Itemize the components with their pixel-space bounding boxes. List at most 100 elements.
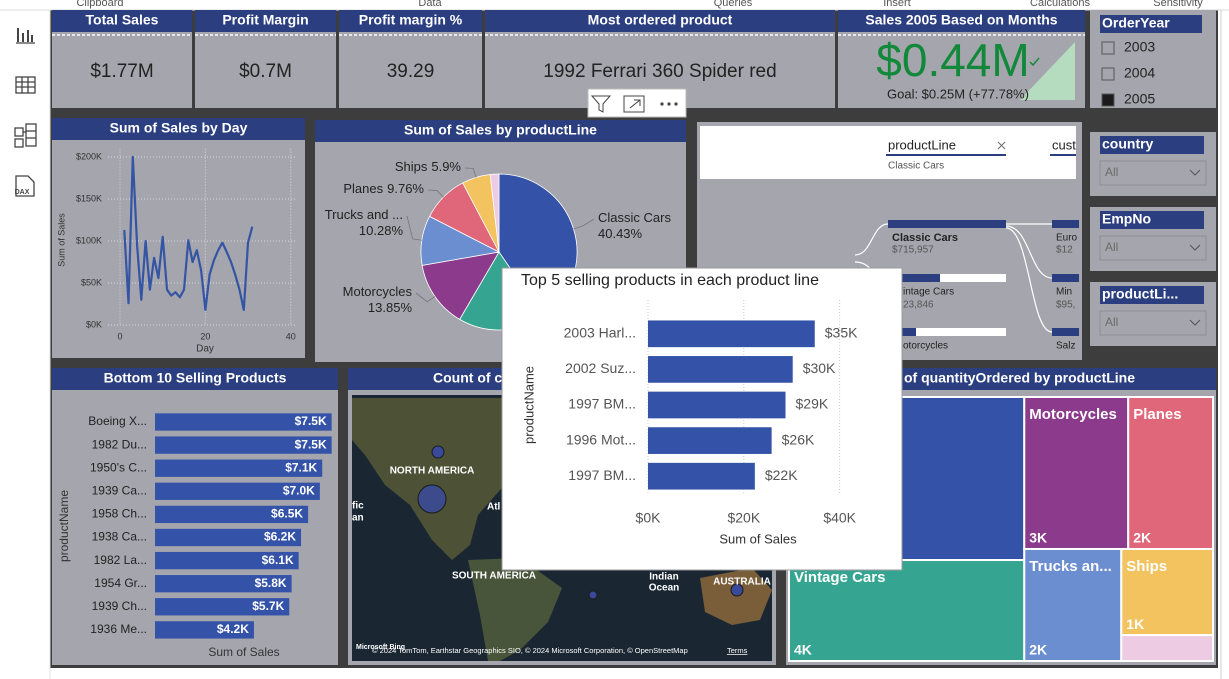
treemap-label: Planes bbox=[1133, 406, 1181, 423]
pie-label-name: Planes bbox=[343, 181, 383, 196]
treemap-tile[interactable] bbox=[1023, 396, 1130, 550]
decomp-node-label[interactable]: Min bbox=[1056, 287, 1072, 298]
decomp-level-header[interactable]: productLine bbox=[888, 137, 956, 152]
popup-title: Top 5 selling products in each product l… bbox=[521, 272, 819, 289]
treemap-tile[interactable] bbox=[1120, 634, 1215, 662]
slicer-option[interactable]: 2005 bbox=[1124, 91, 1155, 107]
decomp-node-bar[interactable] bbox=[888, 220, 1006, 228]
bar[interactable] bbox=[648, 391, 786, 419]
sidebar: DAX bbox=[14, 28, 37, 197]
treemap-tile[interactable] bbox=[788, 559, 1026, 663]
slicer-value: All bbox=[1105, 315, 1118, 329]
map-bubble[interactable] bbox=[431, 445, 445, 459]
map-label: SOUTH AMERICA bbox=[452, 571, 536, 582]
ribbon-group[interactable]: Calculations bbox=[1030, 0, 1090, 9]
bar[interactable] bbox=[155, 621, 254, 639]
bar[interactable] bbox=[648, 462, 755, 490]
pie-label-name: Trucks and ... bbox=[325, 207, 403, 222]
decomp-node-bar[interactable] bbox=[1052, 274, 1082, 282]
more-options-dot[interactable] bbox=[674, 102, 678, 106]
y-tick-label: 1950's C... bbox=[90, 460, 147, 474]
card-header bbox=[339, 10, 482, 32]
slicer-checkbox[interactable] bbox=[1101, 67, 1115, 81]
bar[interactable] bbox=[155, 436, 332, 454]
card-header bbox=[52, 368, 338, 390]
slicer-dropdown[interactable] bbox=[1099, 235, 1207, 261]
map-land bbox=[352, 398, 545, 560]
filter-icon[interactable] bbox=[590, 95, 612, 113]
bar[interactable] bbox=[155, 505, 309, 524]
report-view-icon[interactable] bbox=[16, 28, 35, 44]
treemap-tile[interactable] bbox=[1120, 547, 1215, 637]
card-header bbox=[315, 120, 686, 142]
map-terms[interactable]: Terms bbox=[727, 646, 748, 655]
bar[interactable] bbox=[155, 598, 290, 616]
decomp-node-label[interactable]: Salz bbox=[1056, 341, 1075, 352]
ribbon-group[interactable]: Queries bbox=[714, 0, 753, 9]
kpi-status-icon bbox=[1029, 57, 1040, 67]
decomp-node-bar[interactable] bbox=[888, 328, 1006, 336]
slicer-dropdown[interactable] bbox=[1099, 310, 1207, 336]
map-label: Ocean bbox=[649, 583, 680, 594]
bar[interactable] bbox=[155, 459, 323, 477]
decomp-node-bar[interactable] bbox=[1052, 328, 1082, 336]
decomp-node-bar[interactable] bbox=[1052, 220, 1082, 228]
bar[interactable] bbox=[648, 320, 815, 348]
bar[interactable] bbox=[155, 575, 292, 593]
card-title: Sales 2005 Based on Months bbox=[865, 12, 1057, 28]
card-title: Profit Margin bbox=[222, 12, 308, 28]
treemap-label: Ships bbox=[1126, 558, 1167, 575]
more-options-dot[interactable] bbox=[667, 102, 671, 106]
decomp-level-header[interactable]: cust bbox=[1052, 137, 1076, 152]
y-tick-label: 1954 Gr... bbox=[94, 576, 147, 590]
decomp-node-bar[interactable] bbox=[888, 274, 1006, 282]
pie-label-name: Motorcycles bbox=[343, 284, 413, 299]
y-tick-label: 1939 Ch... bbox=[92, 599, 147, 613]
map-bubble[interactable] bbox=[588, 590, 598, 600]
card-title: Bottom 10 Selling Products bbox=[104, 370, 287, 386]
decomp-node-label[interactable]: Euro bbox=[1056, 233, 1078, 244]
data-label: $26K bbox=[782, 431, 815, 447]
treemap-tile[interactable] bbox=[1023, 547, 1123, 663]
decomp-clear-icon[interactable] bbox=[997, 141, 1006, 150]
bar[interactable] bbox=[648, 427, 772, 454]
slicer-option[interactable]: 2003 bbox=[1124, 39, 1155, 55]
bar[interactable] bbox=[155, 413, 332, 431]
y-tick-label: 2002 Suz... bbox=[565, 360, 636, 376]
pie-label-value: 5.9% bbox=[431, 159, 461, 174]
ribbon-group[interactable]: Clipboard bbox=[76, 0, 123, 9]
bar[interactable] bbox=[155, 528, 302, 547]
map-bubble[interactable] bbox=[730, 583, 744, 597]
data-label: 4K bbox=[794, 642, 812, 658]
treemap-tile[interactable] bbox=[1127, 396, 1214, 550]
slicer-option[interactable]: 2004 bbox=[1124, 65, 1155, 81]
bar[interactable] bbox=[155, 482, 320, 500]
slicer-dropdown[interactable] bbox=[1099, 160, 1207, 186]
slicer-checkbox[interactable] bbox=[1101, 41, 1115, 55]
decomp-node-label[interactable]: otorcycles bbox=[903, 341, 948, 352]
ribbon-group[interactable]: Sensitivity bbox=[1153, 0, 1203, 9]
ribbon-group[interactable]: Data bbox=[418, 0, 442, 9]
pie-slice[interactable] bbox=[421, 251, 500, 320]
treemap-label: Trucks an... bbox=[1029, 558, 1112, 575]
map-logo: Microsoft Bing bbox=[356, 644, 405, 651]
card-header bbox=[195, 10, 336, 32]
bar[interactable] bbox=[648, 356, 793, 383]
ribbon-group[interactable]: Insert bbox=[883, 0, 911, 9]
card-title: Total Sales bbox=[86, 12, 159, 28]
more-options-dot[interactable] bbox=[660, 102, 664, 106]
popup-layer: Top 5 selling products in each product l… bbox=[501, 88, 903, 571]
map-bubble[interactable] bbox=[417, 484, 447, 514]
decomp-node-label[interactable]: intage Cars bbox=[903, 287, 954, 298]
table-view-icon[interactable] bbox=[15, 76, 36, 94]
model-view-icon[interactable] bbox=[14, 123, 37, 148]
y-tick-label: 1996 Mot... bbox=[566, 431, 636, 447]
dax-view-icon[interactable]: DAX bbox=[15, 175, 35, 197]
decomp-node-label[interactable]: Classic Cars bbox=[892, 232, 958, 244]
x-axis-title: Sum of Sales bbox=[208, 645, 279, 659]
focus-mode-icon[interactable] bbox=[623, 95, 645, 113]
card-header bbox=[485, 10, 835, 32]
slicer-checkbox[interactable] bbox=[1101, 93, 1115, 107]
pie-slice[interactable] bbox=[489, 173, 500, 253]
bar[interactable] bbox=[155, 551, 299, 570]
